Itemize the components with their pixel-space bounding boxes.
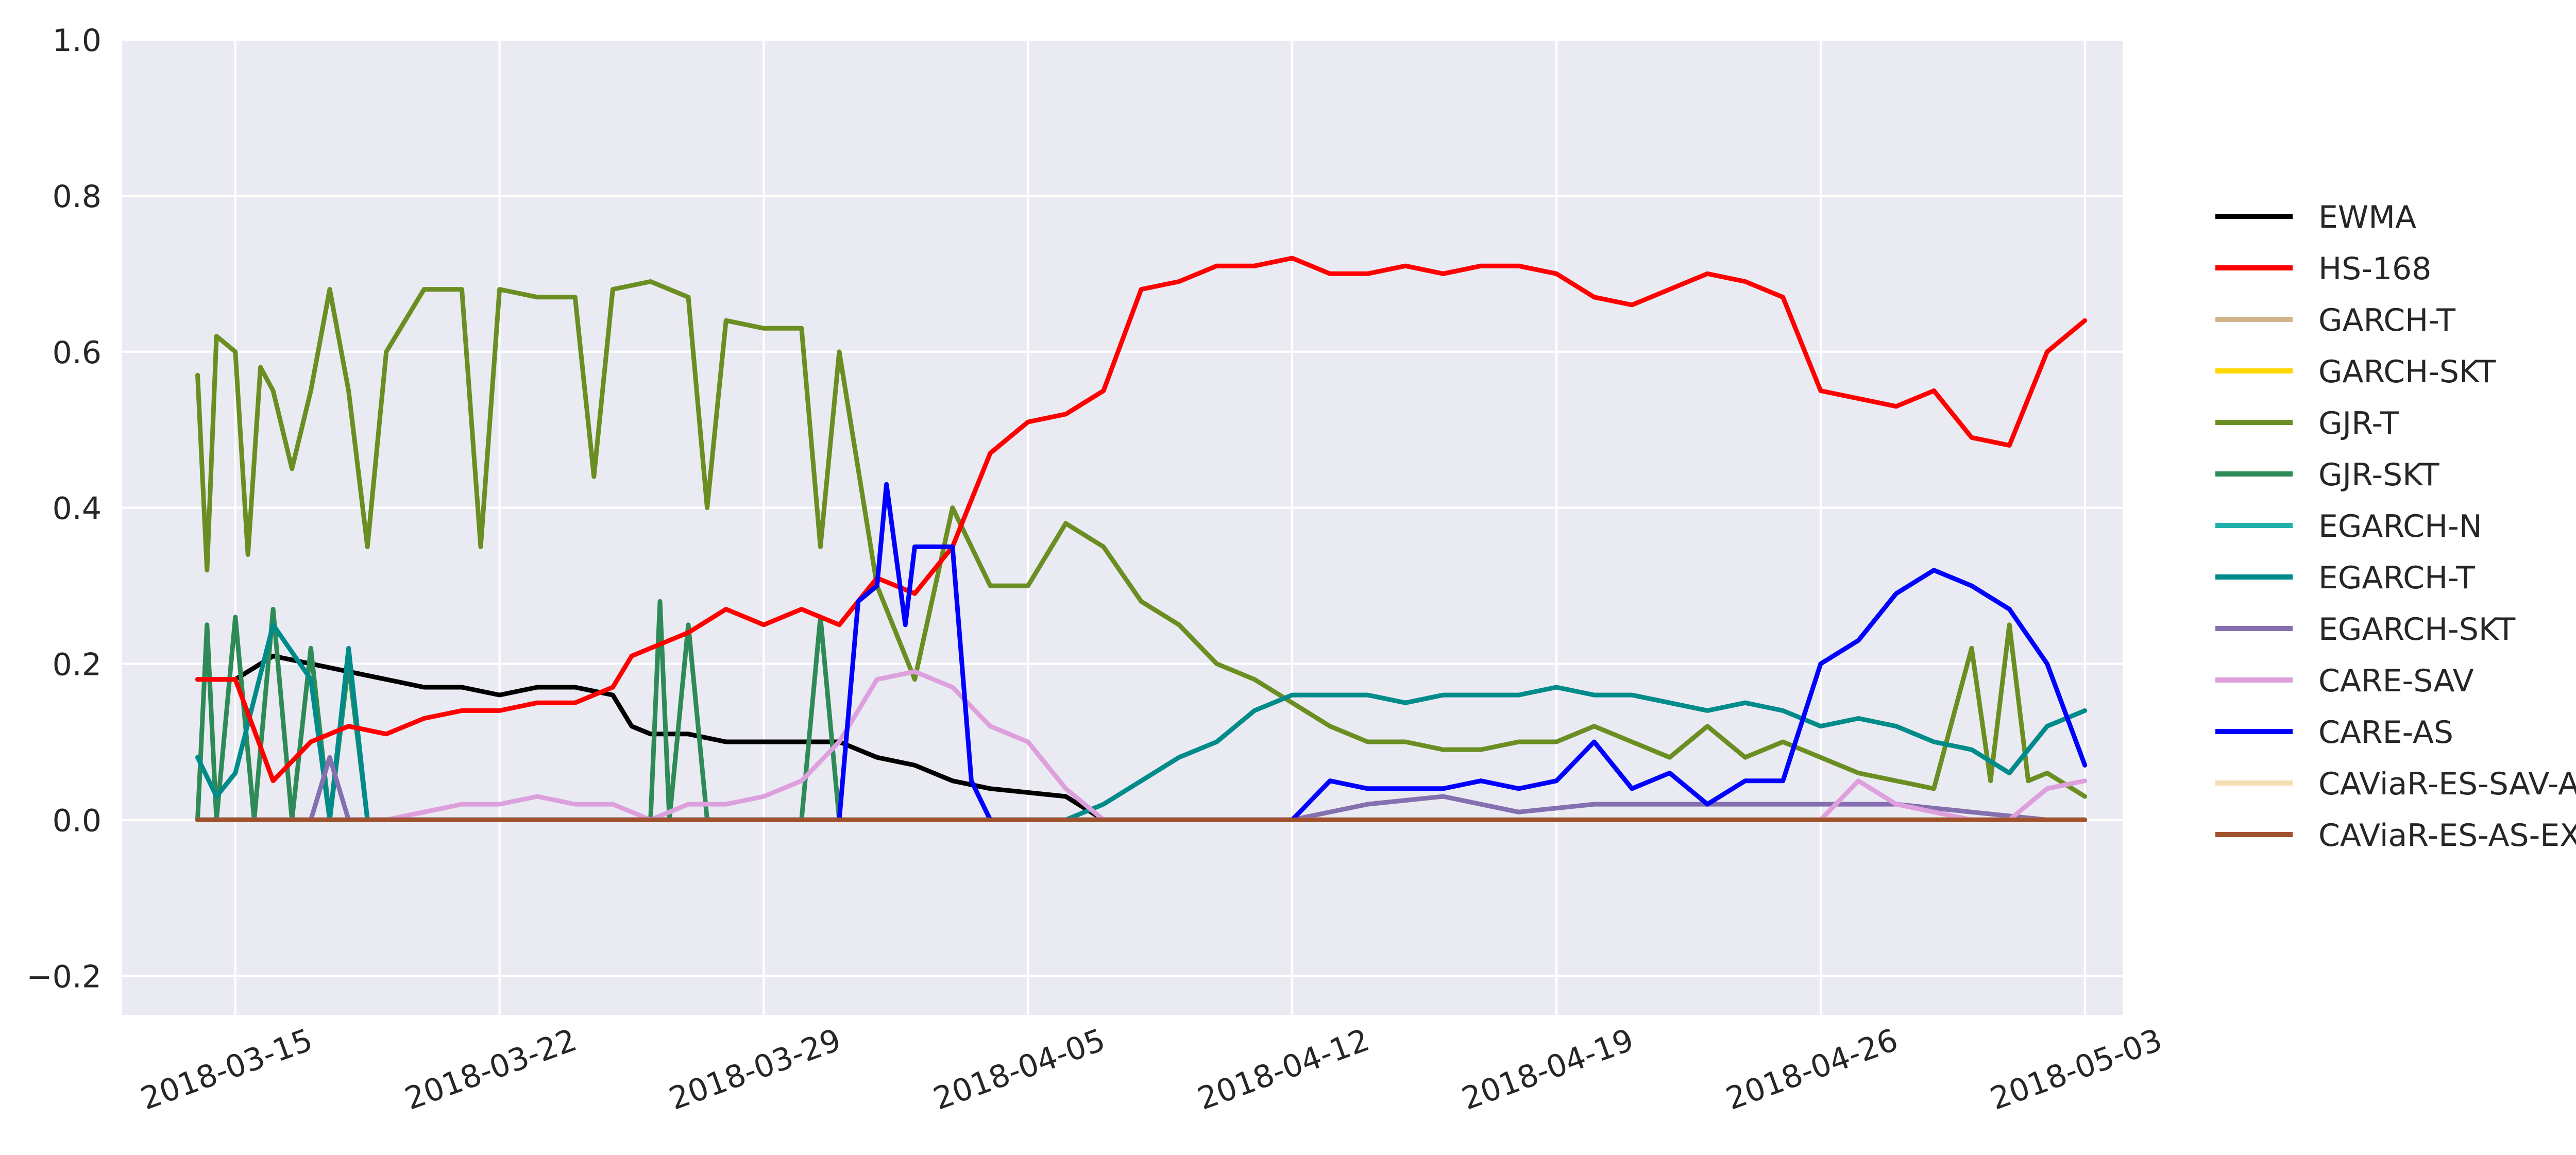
x-tick-label: 2018-04-26: [1721, 1022, 1903, 1117]
x-tick-label: 2018-03-29: [665, 1022, 846, 1117]
y-tick-label: 0.4: [53, 491, 101, 527]
legend-label: GJR-T: [2318, 405, 2399, 441]
legend-label: EGARCH-T: [2318, 560, 2475, 596]
legend-label: EGARCH-SKT: [2318, 612, 2516, 648]
legend-label: CARE-SAV: [2318, 663, 2474, 699]
legend-label: EGARCH-N: [2318, 508, 2482, 545]
x-tick-label: 2018-04-05: [929, 1022, 1110, 1117]
plot-area: [122, 40, 2123, 1015]
legend-label: CAViaR-ES-AS-EXP: [2318, 818, 2576, 854]
series-layer: [195, 256, 2088, 822]
x-tick-label: 2018-04-12: [1193, 1022, 1375, 1117]
y-tick-label: 1.0: [53, 23, 101, 59]
x-tick-label: 2018-04-19: [1457, 1022, 1638, 1117]
y-tick-label: 0.0: [53, 803, 101, 839]
x-tick-label: 2018-03-22: [400, 1022, 582, 1117]
x-tick-label: 2018-03-15: [136, 1022, 317, 1117]
series-line-ewma: [195, 653, 2088, 822]
series-line-care-sav: [195, 669, 2088, 822]
y-axis-ticks: −0.2 0.0 0.2 0.4 0.6 0.8 1.0: [26, 23, 101, 995]
series-line-egarch-skt: [195, 755, 2088, 822]
x-axis-ticks: 2018-03-15 2018-03-22 2018-03-29 2018-04-05…: [136, 1022, 2167, 1117]
grid-lines: [122, 39, 2123, 1015]
legend-label: GARCH-T: [2318, 302, 2455, 338]
series-line-gjr-t: [195, 279, 2088, 799]
legend-label: EWMA: [2318, 199, 2416, 235]
legend-label: CARE-AS: [2318, 715, 2453, 751]
series-line-care-as: [195, 482, 2088, 822]
legend-label: CAViaR-ES-SAV-AR: [2318, 766, 2576, 802]
x-tick-label: 2018-05-03: [1986, 1022, 2167, 1117]
legend-label: GJR-SKT: [2318, 457, 2439, 493]
y-tick-label: 0.2: [53, 647, 101, 683]
legend-label: GARCH-SKT: [2318, 354, 2496, 390]
y-tick-label: 0.8: [53, 179, 101, 215]
legend: EWMA HS-168 GARCH-T GARCH-SKT GJR-T GJR-SKT EG…: [2215, 199, 2576, 854]
series-line-egarch-t: [195, 622, 2088, 822]
legend-label: HS-168: [2318, 251, 2431, 287]
y-tick-label: −0.2: [26, 959, 101, 995]
series-line-hs-168: [195, 256, 2088, 784]
y-tick-label: 0.6: [53, 335, 101, 371]
